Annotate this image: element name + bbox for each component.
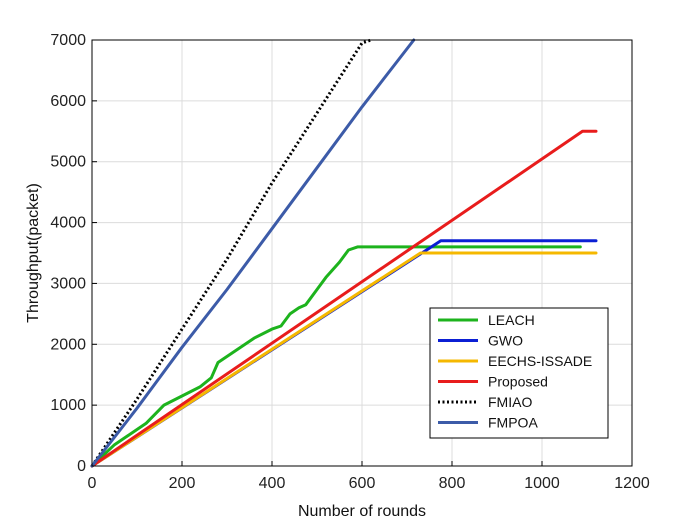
legend-label: EECHS-ISSADE [488, 353, 592, 369]
y-tick-label: 1000 [50, 397, 86, 414]
y-tick-label: 3000 [50, 275, 86, 292]
y-tick-label: 0 [77, 458, 86, 475]
legend-box [429, 307, 609, 439]
series-line-fmpoa [90, 38, 416, 468]
y-tick-label: 4000 [50, 215, 86, 232]
y-tick-label: 5000 [50, 154, 86, 171]
legend-items: LEACH GWO EECHS-ISSADE Proposed FMIAO FMPOA [438, 312, 592, 431]
y-tick-label: 7000 [50, 32, 86, 49]
x-tick-label: 800 [439, 475, 466, 492]
series-line-fmiao [90, 38, 372, 467]
x-axis-label: Number of rounds [298, 503, 426, 520]
legend: LEACH GWO EECHS-ISSADE Proposed FMIAO FMPOA [429, 307, 609, 439]
x-tick-label: 400 [259, 475, 286, 492]
y-axis-ticks: 0 1000 2000 3000 4000 5000 6000 7000 [50, 32, 97, 475]
y-tick-label: 2000 [50, 336, 86, 353]
x-tick-label: 1200 [614, 475, 650, 492]
series-lines [90, 38, 598, 468]
series-line-eechs-issade [90, 251, 598, 468]
y-axis-label: Throughput(packet) [25, 183, 42, 323]
x-tick-label: 600 [349, 475, 376, 492]
series-line-proposed [90, 129, 598, 468]
x-tick-label: 200 [169, 475, 196, 492]
legend-label: FMIAO [488, 394, 532, 410]
legend-label: GWO [488, 333, 523, 349]
x-tick-label: 1000 [524, 475, 560, 492]
legend-label: Proposed [488, 374, 548, 390]
legend-label: LEACH [488, 312, 535, 328]
x-axis-ticks: 0 200 400 600 800 1000 1200 [88, 461, 650, 492]
series-line-leach [90, 245, 582, 468]
x-tick-label: 0 [88, 475, 97, 492]
legend-label: FMPOA [488, 415, 538, 431]
y-tick-label: 6000 [50, 93, 86, 110]
